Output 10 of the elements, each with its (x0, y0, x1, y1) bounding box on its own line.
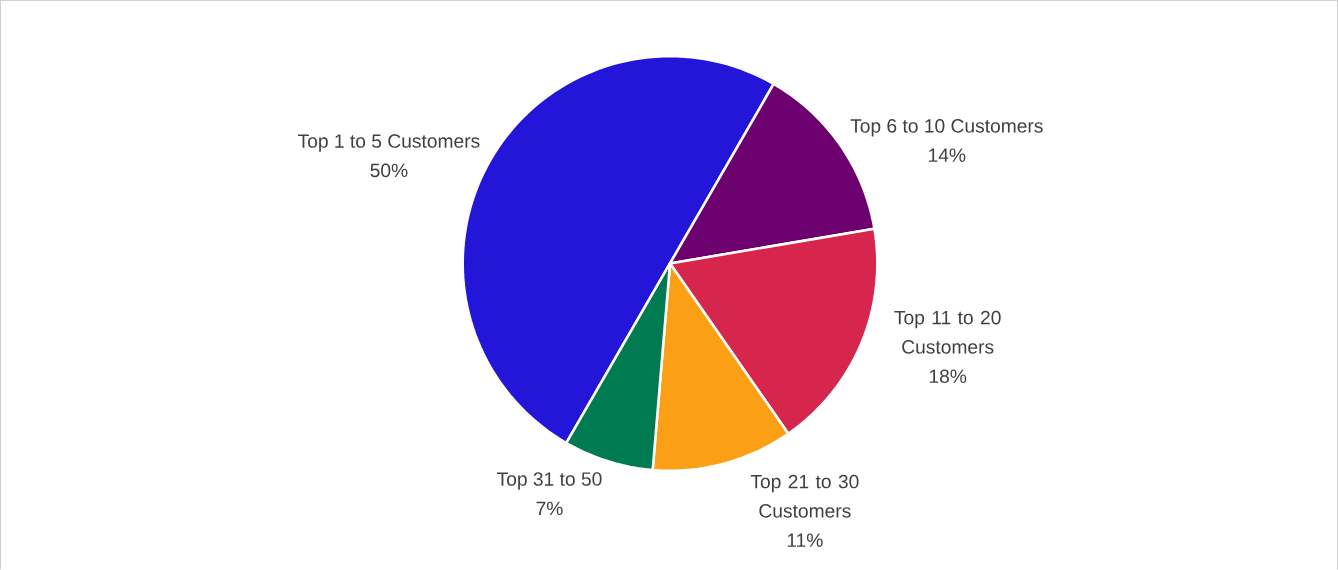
slice-label: Top 11 to 20 Customers (894, 310, 1001, 354)
slice-label: Top 1 to 5 Customers (298, 134, 480, 152)
data-label: 18% (929, 369, 967, 383)
slice-label: Top 6 to 10 Customers (850, 118, 1043, 137)
data-label: 7% (536, 501, 563, 515)
data-label: 50% (370, 163, 408, 178)
data-label: 11% (787, 533, 823, 547)
slice-label: Top 31 to 50 (497, 472, 602, 490)
data-label: 14% (929, 148, 966, 162)
slice-label: Top 21 to 30 Customers (750, 474, 859, 518)
